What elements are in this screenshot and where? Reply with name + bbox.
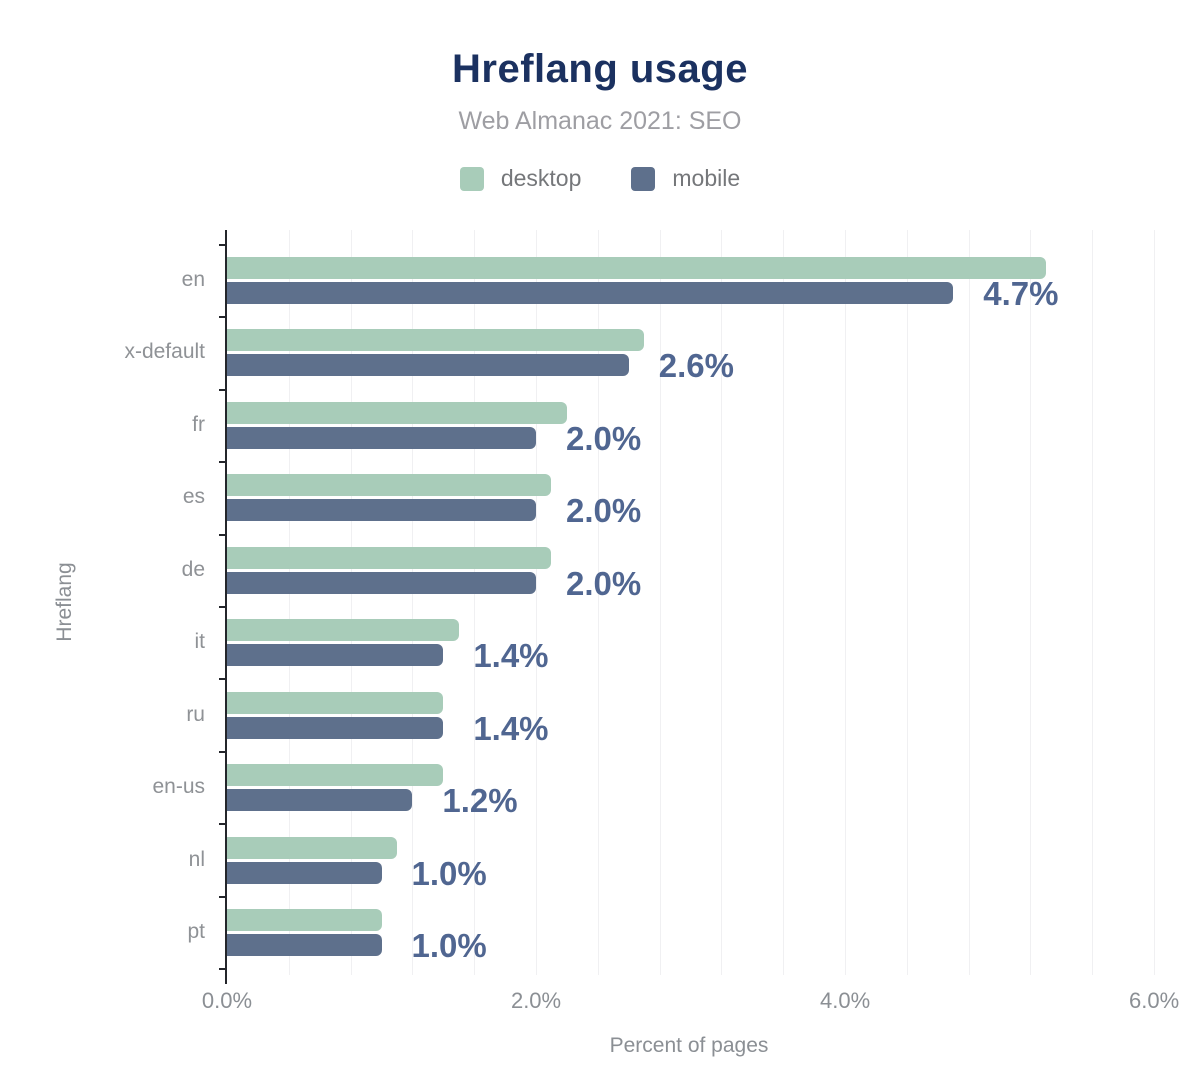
x-axis-zero-tick [225,975,227,984]
value-label: 2.0% [566,492,642,530]
value-label: 1.2% [442,782,518,820]
bar-desktop [227,329,645,352]
bar-desktop [227,909,382,932]
category-label: nl [188,847,205,871]
gridline [721,230,723,975]
bar-mobile [227,282,954,304]
bar-mobile [227,571,537,594]
value-label: 2.0% [566,419,642,457]
gridline [474,230,476,975]
value-label: 1.4% [473,709,549,747]
bar-mobile [227,426,537,449]
y-axis-tick [219,968,225,971]
bar-mobile [227,499,537,522]
mobile-color-swatch [631,166,656,191]
x-tick-label: 6.0% [1129,988,1180,1013]
category-label: fr [192,412,205,436]
y-axis-tick [219,678,225,681]
bar-desktop [227,546,552,569]
y-axis-tick [219,823,225,826]
gridline [350,230,352,975]
bar-mobile [227,354,629,377]
y-axis-tick [219,316,225,319]
y-axis-tick [219,606,225,609]
bar-desktop [227,691,444,714]
plot-area: en 4.7% x-default 2.6% fr 2.0% es 2.0% de 2.0% it 1… [124,230,1185,984]
chart-title: Hreflang usage [452,47,748,91]
x-tick-label: 2.0% [510,988,562,1013]
gridline [536,230,538,975]
category-label: pt [187,920,205,944]
gridline [1154,230,1156,975]
y-axis-tick [219,461,225,464]
gridline [906,230,908,975]
bar-mobile [227,789,413,812]
category-label: de [181,557,205,581]
desktop-color-swatch [459,166,484,191]
gridline [783,230,785,975]
value-label: 1.4% [473,637,549,675]
category-label: es [182,485,205,509]
gridline [968,230,970,975]
category-label: x-default [124,340,205,364]
chart-legend: desktop mobile [0,165,1200,192]
gridline [1030,230,1032,975]
bar-desktop [227,474,552,497]
x-tick-label: 4.0% [819,988,871,1013]
bar-desktop [227,257,1046,279]
bar-desktop [227,764,444,787]
x-tick-label: 0.0% [201,988,253,1013]
category-label: en [181,268,205,291]
x-axis: 0.0% 2.0% 4.0% 6.0% [202,988,1185,1018]
legend-item-mobile: mobile [631,165,740,192]
legend-item-desktop: desktop [459,165,582,192]
gridline [412,230,414,975]
y-axis-tick [219,388,225,391]
category-label: en-us [152,775,205,799]
value-label: 2.6% [658,347,734,385]
chart-subtitle: Web Almanac 2021: SEO [458,107,742,135]
bar-desktop [227,401,567,424]
value-label: 2.0% [566,564,642,602]
bar-mobile [227,716,444,739]
value-label: 1.0% [411,854,487,892]
category-label: it [194,630,206,654]
gridline [1092,230,1094,975]
y-axis-tick [219,895,225,898]
gridline [288,230,290,975]
x-axis-title: Percent of pages [609,1034,769,1057]
y-axis-tick [219,750,225,753]
y-axis-tick [219,533,225,536]
legend-label: desktop [500,165,582,191]
category-label: ru [186,702,205,726]
bar-desktop [227,619,459,642]
gridline [659,230,661,975]
y-axis-tick [219,243,225,246]
gridline [597,230,599,975]
legend-label: mobile [672,165,741,191]
bar-desktop [227,836,397,859]
gridline [845,230,847,975]
value-label: 4.7% [983,275,1059,312]
bar-mobile [227,644,444,667]
value-label: 1.0% [411,927,487,965]
bar-mobile [227,934,382,957]
bar-mobile [227,861,382,884]
